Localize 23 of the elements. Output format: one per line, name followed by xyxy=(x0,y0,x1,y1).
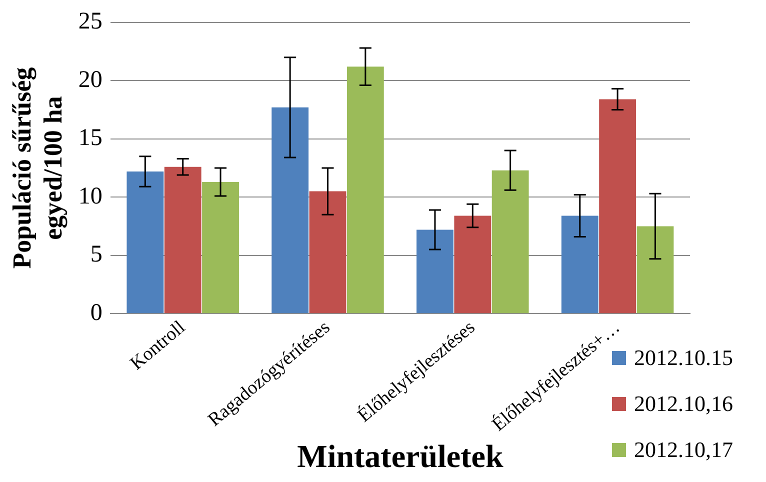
legend-label: 2012.10.15 xyxy=(634,345,733,371)
legend-label: 2012.10,16 xyxy=(634,391,733,417)
bar xyxy=(416,230,454,314)
y-axis-title: Populáció sűrűség egyed/100 ha xyxy=(7,67,68,269)
bar xyxy=(309,191,346,314)
y-tick-label: 0 xyxy=(90,300,102,326)
bar xyxy=(346,66,384,314)
y-tick-label: 20 xyxy=(78,66,102,93)
bar xyxy=(492,170,529,314)
bar xyxy=(126,172,164,314)
bar xyxy=(202,182,239,314)
bar xyxy=(636,226,674,314)
bar xyxy=(561,216,598,314)
bar xyxy=(272,107,309,314)
x-axis-title: Mintaterületek xyxy=(297,438,504,474)
y-tick-label: 15 xyxy=(78,125,102,152)
bar xyxy=(599,99,636,314)
y-tick-label: 10 xyxy=(78,183,102,210)
bar xyxy=(454,216,492,314)
legend-label: 2012.10,17 xyxy=(634,437,733,463)
bar xyxy=(164,166,202,314)
y-tick-label: 5 xyxy=(90,242,102,268)
y-tick-label: 25 xyxy=(78,8,102,35)
